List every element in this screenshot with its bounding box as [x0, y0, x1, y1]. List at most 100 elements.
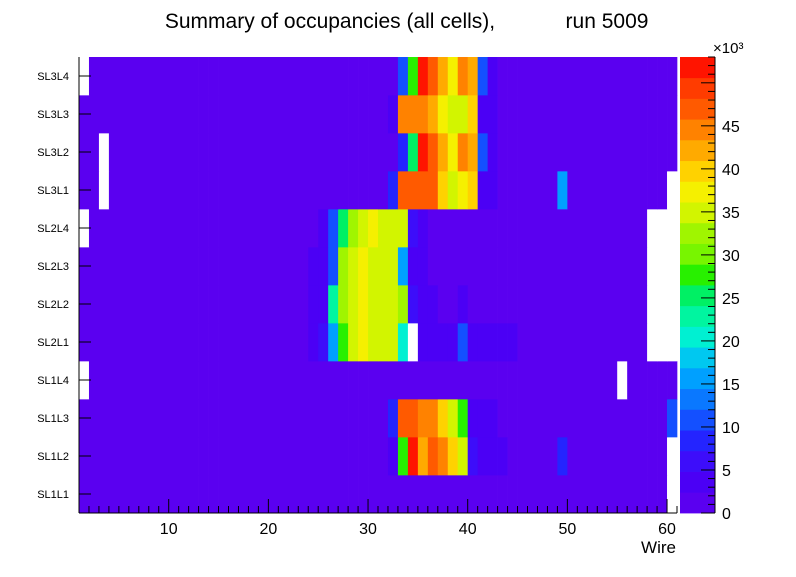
- heatmap-cell: [208, 437, 219, 476]
- heatmap-cell: [288, 361, 299, 400]
- heatmap-cell: [557, 361, 568, 400]
- heatmap-cell: [577, 247, 588, 286]
- heatmap-cell: [358, 209, 369, 248]
- heatmap-cell: [507, 361, 518, 400]
- heatmap-cell: [667, 209, 678, 248]
- heatmap-cell: [667, 57, 678, 96]
- heatmap-cell: [417, 247, 429, 286]
- heatmap-cell: [617, 323, 628, 362]
- heatmap-cell: [667, 361, 678, 400]
- palette-swatch: [680, 243, 715, 265]
- color-palette-bar: [680, 57, 715, 514]
- heatmap-cell: [188, 361, 199, 400]
- heatmap-cell: [168, 209, 180, 248]
- heatmap-cell: [647, 209, 658, 248]
- heatmap-cell: [288, 171, 299, 210]
- heatmap-cell: [557, 95, 568, 134]
- heatmap-cell: [507, 209, 518, 248]
- heatmap-cell: [138, 285, 150, 324]
- heatmap-cell: [358, 399, 369, 438]
- heatmap-cell: [278, 285, 289, 324]
- heatmap-cell: [218, 323, 229, 362]
- heatmap-cell: [148, 475, 160, 514]
- heatmap-cell: [148, 361, 160, 400]
- heatmap-cell: [567, 209, 578, 248]
- heatmap-cell: [607, 95, 618, 134]
- heatmap-cell: [348, 133, 359, 172]
- palette-swatch: [680, 119, 715, 141]
- heatmap-cell: [138, 247, 150, 286]
- heatmap-cell: [298, 475, 309, 514]
- heatmap-cell: [318, 285, 329, 324]
- heatmap-cell: [477, 399, 488, 438]
- heatmap-cell: [218, 133, 229, 172]
- heatmap-cell: [378, 247, 389, 286]
- palette-swatch: [680, 388, 715, 410]
- heatmap-cell: [447, 133, 459, 172]
- heatmap-cell: [278, 171, 289, 210]
- heatmap-cell: [188, 133, 199, 172]
- heatmap-cell: [497, 399, 508, 438]
- heatmap-cell: [457, 475, 469, 514]
- heatmap-cell: [457, 57, 469, 96]
- heatmap-cell: [637, 323, 648, 362]
- heatmap-cell: [407, 171, 419, 210]
- heatmap-cell: [537, 361, 548, 400]
- heatmap-cell: [597, 475, 608, 514]
- heatmap-cell: [587, 133, 598, 172]
- heatmap-cell: [447, 171, 459, 210]
- heatmap-cell: [208, 133, 219, 172]
- heatmap-cell: [447, 323, 459, 362]
- heatmap-cell: [218, 171, 229, 210]
- heatmap-cell: [577, 361, 588, 400]
- heatmap-cell: [138, 437, 150, 476]
- heatmap-cell: [417, 323, 429, 362]
- heatmap-cell: [487, 247, 498, 286]
- heatmap-cell: [328, 247, 339, 286]
- heatmap-cell: [288, 475, 299, 514]
- heatmap-cell: [308, 57, 319, 96]
- heatmap-cell: [427, 95, 439, 134]
- heatmap-cell: [637, 399, 648, 438]
- heatmap-cell: [597, 95, 608, 134]
- heatmap-cell: [427, 437, 439, 476]
- chart-run-label: run 5009: [566, 10, 649, 33]
- heatmap-cell: [118, 437, 130, 476]
- heatmap-cell: [138, 323, 150, 362]
- heatmap-cell: [447, 209, 459, 248]
- heatmap-cell: [208, 399, 219, 438]
- heatmap-cell: [407, 209, 419, 248]
- heatmap-cell: [427, 475, 439, 514]
- heatmap-cell: [557, 475, 568, 514]
- heatmap-cell: [258, 361, 269, 400]
- heatmap-cell: [258, 209, 269, 248]
- heatmap-cell: [268, 285, 279, 324]
- heatmap-cell: [527, 247, 538, 286]
- heatmap-cell: [258, 475, 269, 514]
- heatmap-cell: [647, 95, 658, 134]
- heatmap-cell: [108, 399, 120, 438]
- heatmap-cell: [88, 247, 100, 286]
- heatmap-cell: [507, 95, 518, 134]
- heatmap-cell: [607, 285, 618, 324]
- heatmap-cell: [437, 171, 449, 210]
- palette-swatch: [680, 471, 715, 493]
- heatmap-cell: [467, 209, 479, 248]
- heatmap-cell: [338, 399, 349, 438]
- heatmap-cell: [577, 285, 588, 324]
- heatmap-cell: [198, 361, 209, 400]
- heatmap-cell: [557, 171, 568, 210]
- heatmap-cell: [348, 399, 359, 438]
- heatmap-cell: [178, 171, 189, 210]
- heatmap-cell: [318, 209, 329, 248]
- heatmap-cell: [208, 361, 219, 400]
- heatmap-cell: [328, 133, 339, 172]
- heatmap-cell: [427, 323, 439, 362]
- heatmap-cell: [577, 323, 588, 362]
- heatmap-cell: [148, 209, 160, 248]
- heatmap-cell: [198, 399, 209, 438]
- heatmap-cell: [477, 171, 488, 210]
- heatmap-cell: [248, 171, 259, 210]
- heatmap-cell: [298, 171, 309, 210]
- heatmap-cell: [238, 247, 249, 286]
